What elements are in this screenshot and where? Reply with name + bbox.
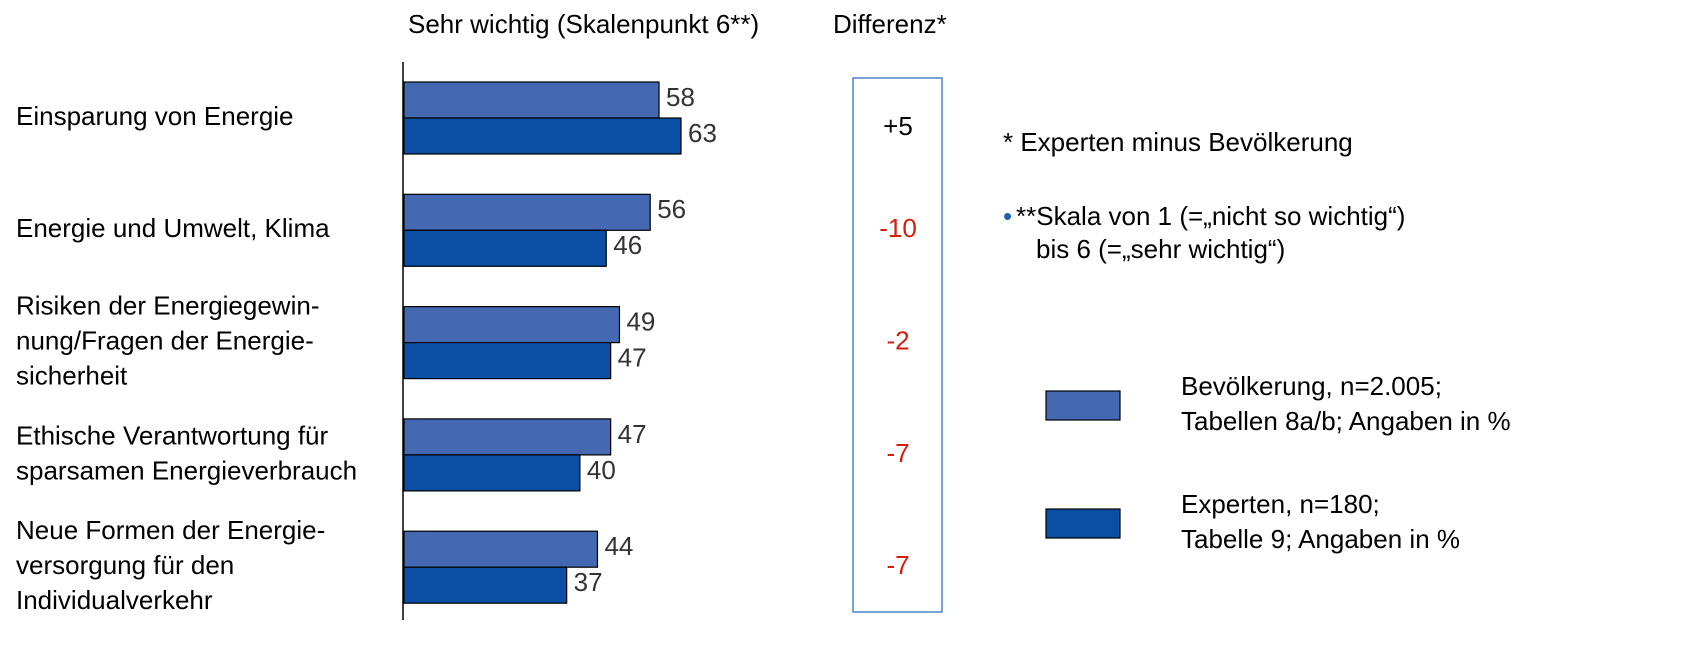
bar [403,81,660,119]
bar [403,454,581,492]
legend-note: Tabellen 8a/b; Angaben in % [1181,406,1511,436]
legend-swatch [1045,390,1121,421]
value-label: 40 [587,455,616,485]
bar [403,530,599,568]
difference-box [852,77,943,613]
difference-label: -7 [886,438,909,468]
value-label: 49 [626,306,655,336]
value-label: 63 [688,118,717,148]
value-label: 46 [613,230,642,260]
category-label: Energie und Umwelt, Klima [16,213,330,243]
bar [403,418,612,456]
category-label: Neue Formen der Energie- [16,515,325,545]
legend-note: Tabelle 9; Angaben in % [1181,524,1460,554]
difference-label: -2 [886,325,909,355]
legend-swatch [1045,508,1121,539]
bar [403,193,651,231]
chart-title: Sehr wichtig (Skalenpunkt 6**) [408,9,759,39]
legend-label: Bevölkerung, n=2.005; [1181,371,1442,401]
bar [403,566,568,604]
bar [403,117,682,155]
category-label: sparsamen Energieverbrauch [16,455,357,485]
note: bis 6 (=„sehr wichtig“) [1036,234,1285,264]
bar [403,306,621,344]
category-label: Ethische Verantwortung für [16,420,329,450]
difference-label: +5 [883,111,913,141]
value-label: 58 [666,82,695,112]
value-label: 56 [657,194,686,224]
bullet: • [1003,201,1012,231]
difference-label: -10 [879,213,917,243]
difference-title: Differenz* [833,9,947,39]
value-label: 37 [574,567,603,597]
note: **Skala von 1 (=„nicht so wichtig“) [1016,201,1405,231]
value-label: 47 [618,419,647,449]
bar [403,342,612,380]
bar [403,229,607,267]
legend-label: Experten, n=180; [1181,489,1380,519]
category-label: Einsparung von Energie [16,101,294,131]
category-label: Individualverkehr [16,585,213,615]
difference-label: -7 [886,550,909,580]
note: * Experten minus Bevölkerung [1003,127,1353,157]
value-label: 47 [618,342,647,372]
category-label: versorgung für den [16,550,234,580]
category-label: nung/Fragen der Energie- [16,325,314,355]
category-label: Risiken der Energiegewin- [16,290,319,320]
value-label: 44 [604,531,633,561]
category-label: sicherheit [16,360,128,390]
